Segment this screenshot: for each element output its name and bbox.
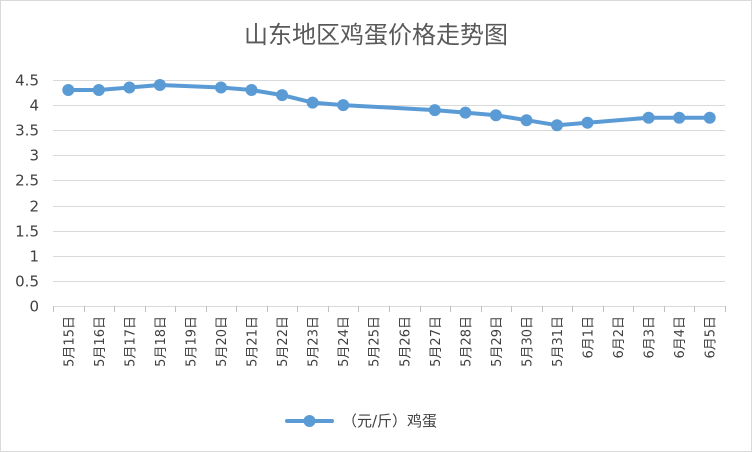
data-point [703, 111, 716, 124]
data-point [581, 116, 594, 129]
legend-label: （元/斤）鸡蛋 [342, 412, 437, 430]
x-tick-label: 5月17日 [123, 316, 138, 367]
chart-title: 山东地区鸡蛋价格走势图 [244, 21, 508, 49]
x-tick-label: 5月30日 [520, 316, 535, 367]
data-point [92, 84, 105, 96]
y-axis-labels: 0 0.5 1 1.5 2 2.5 3 3.5 4 4.5 [15, 72, 39, 316]
legend: （元/斤）鸡蛋 [285, 412, 437, 430]
gridlines [53, 80, 725, 307]
y-tick-label: 3.5 [15, 122, 39, 140]
x-tick-label: 5月21日 [246, 316, 261, 367]
x-tick-label: 6月5日 [704, 316, 719, 359]
y-tick-label: 4 [29, 97, 39, 115]
data-point [123, 81, 136, 94]
data-point [62, 84, 75, 96]
x-tick-label: 5月20日 [215, 316, 230, 367]
x-tick-label: 5月19日 [184, 316, 199, 367]
data-point [153, 79, 166, 91]
series-layer [62, 79, 716, 132]
x-tick-label: 5月16日 [93, 316, 108, 367]
data-point [459, 106, 472, 119]
data-point [551, 119, 563, 132]
data-point [245, 84, 258, 96]
x-tick-label: 5月23日 [307, 316, 322, 367]
data-point [520, 114, 533, 127]
data-point [489, 109, 502, 122]
x-tick-label: 5月18日 [154, 316, 169, 367]
x-tick-label: 5月22日 [276, 316, 291, 367]
x-tick-label: 5月25日 [368, 316, 383, 367]
data-point [673, 111, 686, 124]
x-tick-label: 6月3日 [643, 316, 658, 359]
y-tick-label: 0.5 [15, 273, 39, 291]
data-point [276, 89, 289, 102]
x-axis-labels: 5月15日 5月16日 5月17日 5月18日 5月19日 5月20日 5月21日 5月22日… [62, 316, 718, 367]
y-tick-label: 4.5 [15, 72, 39, 90]
y-tick-label: 3 [29, 147, 39, 165]
data-point [428, 104, 441, 117]
y-tick-label: 0 [29, 298, 39, 316]
x-tick-label: 5月24日 [337, 316, 352, 367]
y-tick-label: 1 [29, 248, 39, 266]
data-point [337, 99, 350, 112]
y-tick-label: 2.5 [15, 172, 39, 190]
x-tick-label: 5月26日 [398, 316, 413, 367]
data-point [215, 81, 227, 94]
y-tick-label: 2 [29, 198, 39, 216]
legend-point-marker [303, 415, 316, 427]
y-tick-label: 1.5 [15, 223, 39, 241]
data-point [642, 111, 655, 124]
x-tick-label: 6月2日 [612, 316, 627, 359]
x-tick-label: 5月27日 [429, 316, 444, 367]
x-tick-label: 5月31日 [551, 316, 566, 367]
x-tick-label: 5月29日 [490, 316, 505, 367]
x-tick-label: 6月1日 [582, 316, 597, 359]
x-tick-label: 6月4日 [673, 316, 688, 359]
x-tick-label: 5月28日 [459, 316, 474, 367]
data-point [306, 96, 319, 109]
x-tick-label: 5月15日 [62, 316, 77, 367]
x-axis-ticks [53, 306, 726, 312]
